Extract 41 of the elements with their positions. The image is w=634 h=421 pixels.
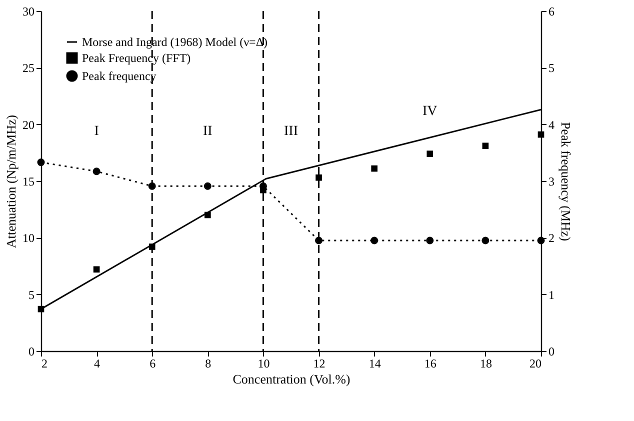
y2-tick-label: 1 [548,288,554,302]
point [316,174,322,181]
point [482,142,489,150]
point [38,306,44,312]
y2-tick-label: 3 [548,174,554,188]
x-tick-label: 20 [530,356,542,370]
y-tick-label: 5 [28,288,34,302]
x-axis-title: Concentration (Vol.%) [232,372,350,386]
point [204,212,211,218]
legend-label: Peak Frequency (FFT) [82,51,191,65]
point [371,165,378,172]
x-tick-label: 18 [480,356,492,370]
y-tick-label: 20 [22,118,34,132]
y2-tick-label: 4 [548,118,554,132]
x-tick-label: 6 [150,356,156,370]
y-tick-label: 25 [22,61,34,76]
y-tick-label: 30 [22,4,34,18]
y-tick-label: 0 [28,344,34,358]
y-axis-title: Attenuation (Np/m/MHz) [4,114,18,248]
x-tick-label: 16 [424,356,436,370]
point [426,150,434,157]
annotation: I [94,124,100,139]
x-tick-label: 12 [313,356,326,370]
y2-axis-title: Peak frequency (MHz) [558,122,574,242]
y2-tick-label: 2 [548,231,554,246]
point [538,131,544,138]
annotation: II [203,124,213,139]
x-tick-label: 4 [94,356,100,370]
legend-label: Peak frequency [82,69,156,83]
y2-tick-label: 0 [548,344,554,358]
x-tick-label: 2 [42,356,48,370]
annotation: IV [422,104,438,119]
point [93,266,100,273]
x-tick-label: 8 [205,356,212,370]
x-tick-label: 10 [258,356,270,370]
y-tick-label: 10 [22,231,34,246]
y-tick-label: 15 [22,174,34,188]
x-tick-label: 14 [368,356,381,370]
annotation: III [284,124,298,139]
y2-tick-label: 6 [548,4,554,18]
y2-tick-label: 5 [548,61,554,76]
